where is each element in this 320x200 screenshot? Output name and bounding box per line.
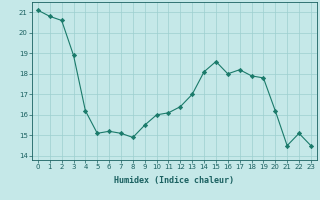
X-axis label: Humidex (Indice chaleur): Humidex (Indice chaleur) (115, 176, 234, 185)
